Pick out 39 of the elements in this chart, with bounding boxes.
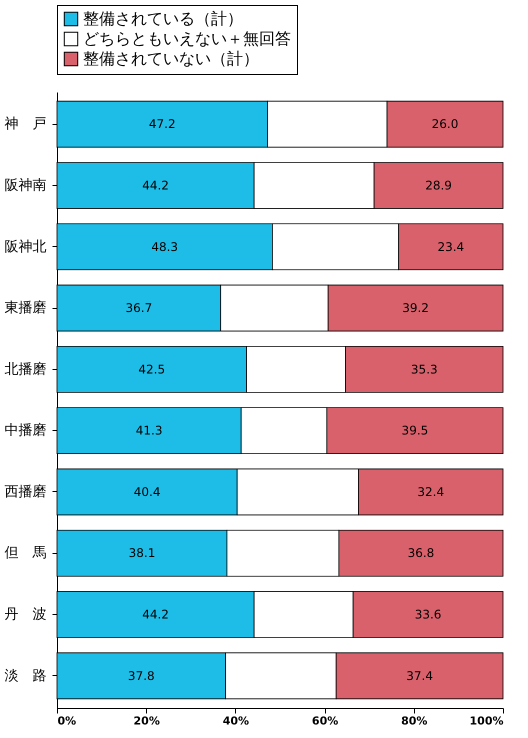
data-label: 40.4 [134,484,160,499]
x-tick-label: 60% [312,714,338,728]
data-label: 32.4 [417,484,444,499]
data-label: 44.2 [142,178,169,192]
data-label: 39.2 [402,301,429,316]
data-label: 42.5 [138,362,166,376]
x-tick-label: 20% [134,714,160,728]
y-tick-label: 神 戸 [4,116,46,132]
data-label: 36.8 [408,546,434,560]
x-tick-label: 40% [222,714,250,728]
data-label: 26.0 [432,117,458,132]
x-tick-label: 80% [401,714,428,728]
data-label: 37.8 [128,668,155,683]
data-label: 23.4 [437,240,464,254]
y-tick-label: 但 馬 [4,545,46,562]
y-tick-label: 淡 路 [4,668,46,684]
legend-label: どちらともいえない＋無回答 [83,29,291,48]
data-label: 28.9 [425,178,452,192]
y-tick-label: 中播磨 [4,422,46,439]
x-tick-label: 0% [58,714,76,728]
legend-label: 整備されている（計） [83,9,243,28]
y-tick-label: 西播磨 [4,484,46,500]
x-tick-label: 100% [470,714,504,728]
data-label: 41.3 [136,424,162,438]
data-label: 37.4 [406,668,433,683]
y-tick-label: 東播磨 [4,300,46,316]
data-label: 39.5 [402,424,428,438]
data-label: 36.7 [125,301,152,316]
data-label: 48.3 [151,240,178,254]
data-label: 47.2 [148,117,176,132]
data-label: 33.6 [414,608,442,622]
legend-label: 整備されていない（計） [83,49,259,68]
data-label: 44.2 [142,608,169,622]
data-label: 35.3 [410,362,438,376]
data-label: 38.1 [128,546,156,560]
y-tick-label: 丹 波 [4,606,46,623]
y-tick-label: 阪神南 [4,177,46,194]
y-tick-label: 北播磨 [4,361,46,378]
y-tick-label: 阪神北 [4,238,46,255]
